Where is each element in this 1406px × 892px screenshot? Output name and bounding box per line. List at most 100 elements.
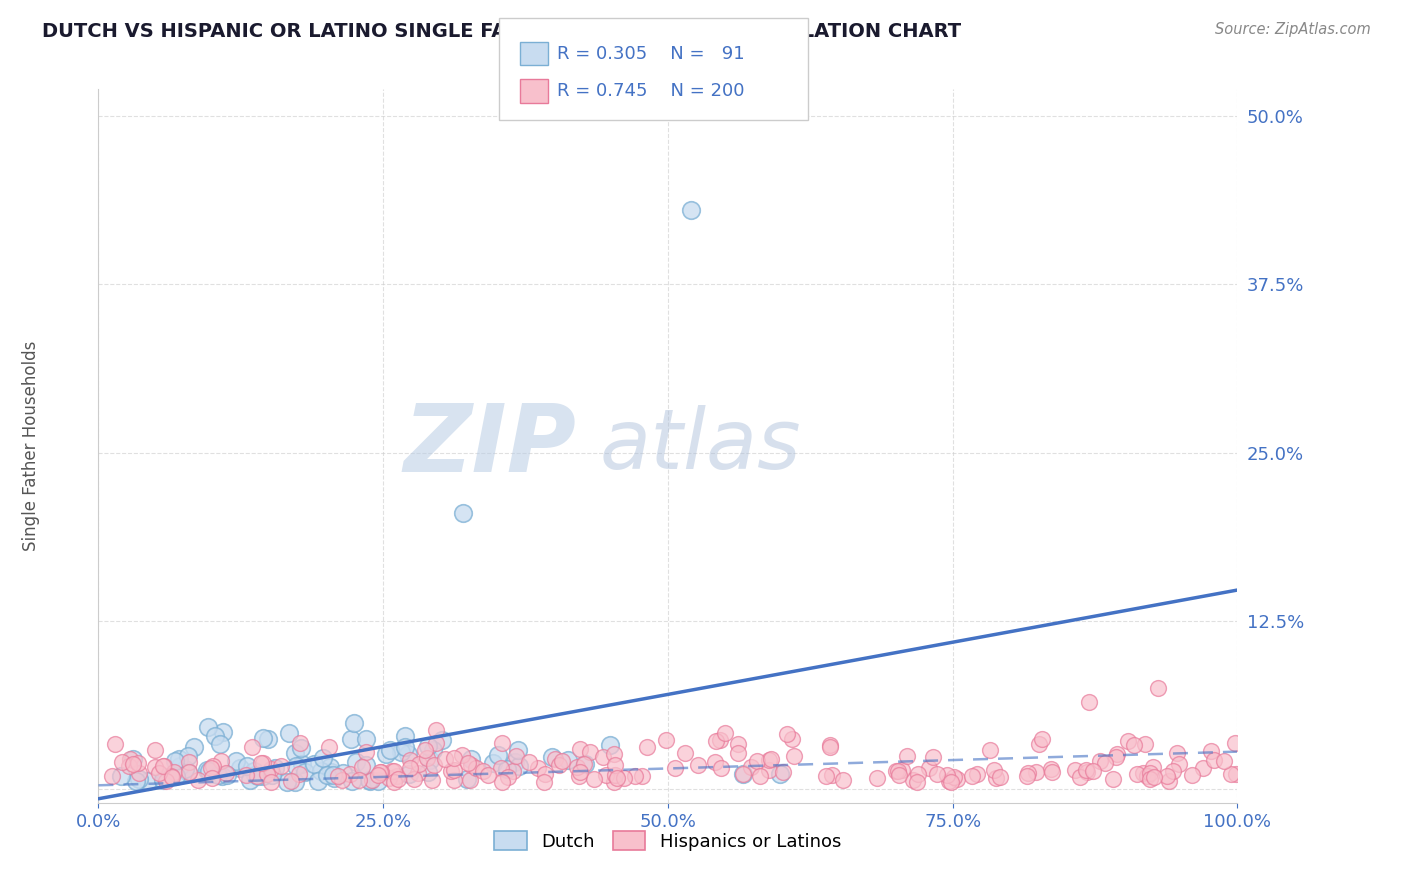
Point [322,771,344,785]
Point [1132,766,1154,780]
Point [748,769,770,783]
Point [938,774,960,789]
Point [177,765,200,780]
Point [328,769,350,783]
Point [382,774,405,789]
Point [679,203,702,218]
Point [319,759,342,773]
Point [382,764,405,778]
Point [128,772,150,786]
Point [1040,762,1063,776]
Point [375,747,398,761]
Point [315,768,337,782]
Text: atlas: atlas [599,406,801,486]
Point [215,765,238,780]
Point [408,757,430,772]
Point [260,774,283,789]
Point [574,756,596,771]
Point [201,758,224,772]
Point [783,749,806,764]
Point [1204,753,1226,767]
Point [1040,765,1063,780]
Point [270,758,292,772]
Point [941,774,963,789]
Point [173,762,195,776]
Point [165,754,187,768]
Point [252,731,274,745]
Point [243,764,266,778]
Point [942,770,965,784]
Point [430,732,453,747]
Point [177,749,200,764]
Point [503,755,526,769]
Point [451,506,474,520]
Point [624,770,647,784]
Point [1094,756,1116,771]
Point [983,763,1005,777]
Point [425,736,447,750]
Point [155,774,177,789]
Point [423,758,446,772]
Point [257,732,280,747]
Point [350,760,373,774]
Point [387,772,409,787]
Point [508,758,530,772]
Point [370,765,392,780]
Point [425,723,447,737]
Point [606,771,628,785]
Point [769,767,792,781]
Point [236,758,259,772]
Point [260,768,283,782]
Point [603,747,626,761]
Point [456,772,478,787]
Point [101,769,124,783]
Point [486,747,509,762]
Point [165,769,187,783]
Point [1156,769,1178,783]
Point [664,761,686,775]
Text: ZIP: ZIP [404,400,576,492]
Point [240,740,263,755]
Point [491,736,513,750]
Point [727,737,749,751]
Point [630,768,652,782]
Point [152,759,174,773]
Point [541,749,564,764]
Point [332,765,354,780]
Point [818,739,841,753]
Point [636,739,658,754]
Point [148,766,170,780]
Point [398,767,420,781]
Point [731,766,754,780]
Point [568,765,591,780]
Point [385,769,408,783]
Point [287,767,309,781]
Point [655,732,678,747]
Point [1074,764,1097,778]
Point [443,763,465,777]
Point [776,727,799,741]
Point [1212,755,1234,769]
Point [460,758,482,772]
Point [458,772,481,787]
Point [1107,747,1129,762]
Point [548,758,571,772]
Point [673,746,696,760]
Point [420,772,443,787]
Point [567,760,589,774]
Point [160,770,183,784]
Point [167,752,190,766]
Point [1102,772,1125,787]
Point [239,773,262,788]
Point [344,755,367,769]
Point [416,751,439,765]
Point [1015,769,1038,783]
Point [389,745,412,759]
Point [368,765,391,780]
Point [603,757,626,772]
Point [122,756,145,771]
Point [209,755,232,769]
Point [280,774,302,789]
Point [356,757,378,772]
Point [886,764,908,778]
